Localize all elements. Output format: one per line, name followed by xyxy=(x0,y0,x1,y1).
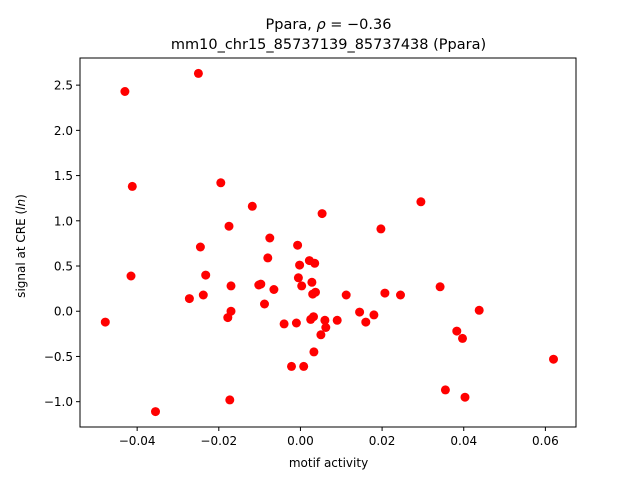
data-point xyxy=(452,326,462,336)
data-point xyxy=(216,178,226,188)
data-point xyxy=(309,312,318,322)
data-point xyxy=(225,395,235,405)
data-point xyxy=(293,240,303,250)
data-point xyxy=(256,279,266,289)
data-point xyxy=(320,315,330,325)
data-point xyxy=(247,201,257,211)
data-point xyxy=(341,290,351,300)
data-point xyxy=(361,317,371,327)
data-point xyxy=(287,361,296,371)
y-tick-label: 0.5 xyxy=(54,260,73,274)
data-point xyxy=(126,271,136,281)
data-point xyxy=(265,233,275,243)
data-point xyxy=(460,392,470,402)
data-point xyxy=(355,307,365,317)
data-point xyxy=(193,68,203,78)
plot-area-frame xyxy=(79,57,577,428)
data-point xyxy=(458,333,467,343)
data-point xyxy=(311,287,320,297)
data-point xyxy=(316,330,326,340)
data-point xyxy=(184,294,194,304)
x-tick-label: 0.02 xyxy=(369,434,396,448)
data-point xyxy=(416,197,426,207)
data-point xyxy=(549,354,558,364)
x-axis: −0.04 −0.02 0.00 0.02 0.04 0.06 xyxy=(119,427,559,448)
data-point xyxy=(299,361,309,371)
data-point xyxy=(435,282,445,292)
x-axis-label: motif activity xyxy=(289,456,368,470)
y-tick-label: −1.0 xyxy=(44,395,73,409)
y-axis-label: signal at CRE (ln) xyxy=(14,194,28,298)
data-point xyxy=(151,407,160,417)
data-point xyxy=(474,305,484,315)
data-point xyxy=(307,277,317,287)
data-point xyxy=(396,290,405,300)
data-point xyxy=(295,260,305,270)
data-point xyxy=(127,181,137,191)
y-axis: −1.0 −0.5 0.0 0.5 1.0 1.5 2.0 2.5 xyxy=(44,79,80,409)
data-point xyxy=(120,87,130,96)
data-point xyxy=(297,281,307,291)
y-tick-label: 0.0 xyxy=(54,305,73,319)
data-point xyxy=(201,270,211,280)
y-tick-label: 1.5 xyxy=(54,169,73,183)
x-tick-label: 0.04 xyxy=(450,434,477,448)
data-point xyxy=(226,281,236,291)
data-point xyxy=(332,315,342,325)
data-point xyxy=(226,306,236,316)
x-tick-label: 0.00 xyxy=(287,434,314,448)
data-point xyxy=(224,221,234,231)
points-layer xyxy=(100,68,558,417)
data-point xyxy=(100,317,110,327)
data-point xyxy=(440,385,450,395)
data-point xyxy=(369,310,379,320)
data-point xyxy=(260,299,269,309)
data-point xyxy=(263,253,273,263)
data-point xyxy=(321,323,331,332)
chart-title-line-1: Ppara, ρ = −0.36 xyxy=(266,17,392,33)
data-point xyxy=(380,288,390,298)
data-point xyxy=(309,347,319,357)
data-point xyxy=(195,242,205,252)
y-tick-label: −0.5 xyxy=(44,350,73,364)
data-point xyxy=(317,209,327,219)
x-tick-label: 0.06 xyxy=(532,434,559,448)
y-tick-label: 2.5 xyxy=(54,79,73,93)
y-tick-label: 1.0 xyxy=(54,214,73,228)
data-point xyxy=(291,318,301,328)
y-tick-label: 2.0 xyxy=(54,124,73,138)
x-tick-label: −0.04 xyxy=(119,434,156,448)
data-point xyxy=(198,290,208,300)
data-point xyxy=(310,258,320,268)
x-tick-label: −0.02 xyxy=(200,434,237,448)
data-point xyxy=(279,319,289,329)
chart-title-line-2: mm10_chr15_85737139_85737438 (Ppara) xyxy=(171,37,486,53)
data-point xyxy=(269,285,279,294)
data-point xyxy=(376,224,386,234)
data-point xyxy=(293,273,303,283)
